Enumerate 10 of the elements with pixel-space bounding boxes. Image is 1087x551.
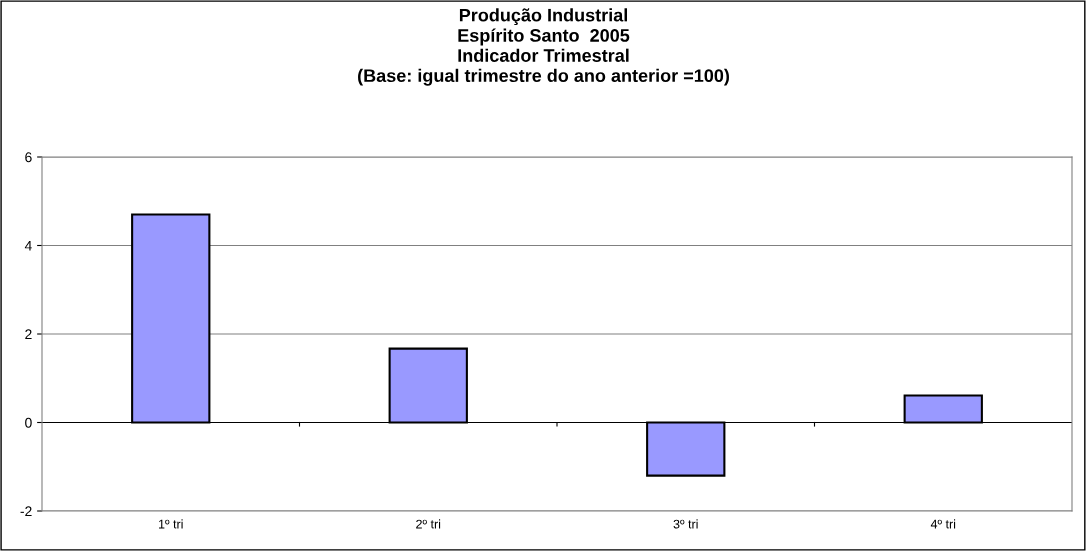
y-tick-label: 0 bbox=[25, 417, 32, 428]
y-tick-label: -2 bbox=[20, 506, 32, 517]
x-tick-label: 2º tri bbox=[416, 519, 441, 529]
y-tick-label: 2 bbox=[25, 329, 32, 340]
x-tick-label: 1º tri bbox=[159, 519, 183, 529]
y-tick-label: 6 bbox=[25, 152, 32, 163]
chart-title: Produção Industrial Espírito Santo 2005 Indicador Trimestral (Base: igual trimestre do ano anterior =100) bbox=[358, 8, 729, 86]
y-tick-label: 4 bbox=[24, 240, 32, 251]
x-tick-label: 3º tri bbox=[673, 519, 698, 529]
x-tick-label: 4º tri bbox=[930, 519, 956, 529]
